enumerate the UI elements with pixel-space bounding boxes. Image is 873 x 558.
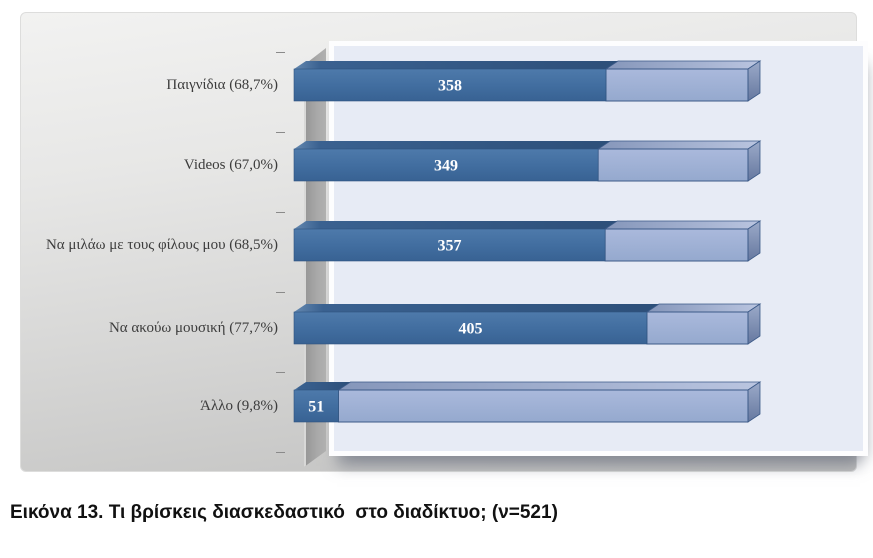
axis-tick	[276, 452, 285, 453]
bar-front-value	[293, 68, 607, 102]
axis-tick	[276, 212, 285, 213]
bar-front-remainder	[597, 148, 749, 182]
bar-front-value	[293, 389, 339, 423]
bar-front-remainder	[337, 389, 749, 423]
bar-front-remainder	[646, 311, 749, 345]
bar-top-face-value	[294, 61, 618, 69]
axis-tick	[276, 292, 285, 293]
category-label: Άλλο (9,8%)	[200, 398, 278, 414]
bar-value-label: 405	[458, 321, 482, 338]
axis-tick	[276, 132, 285, 133]
axis-wall-highlight	[304, 65, 306, 467]
category-label: Παιγνίδια (68,7%)	[166, 77, 278, 93]
bar-value-label: 357	[438, 238, 462, 255]
category-label: Να μιλάω με τους φίλους μου (68,5%)	[45, 237, 278, 253]
bar-front-remainder	[605, 68, 749, 102]
axis-tick	[276, 372, 285, 373]
bar-top-face-value	[294, 141, 611, 149]
bar-value-label: 51	[308, 399, 324, 416]
bar-top-face-remainder	[596, 140, 762, 150]
bar-front-remainder	[604, 228, 749, 262]
bar-top-face-value	[294, 304, 659, 312]
axis-tick	[276, 52, 285, 53]
bar-value-label: 349	[434, 158, 458, 175]
category-label: Να ακούω μουσική (77,7%)	[108, 320, 278, 336]
category-label: Videos (67,0%)	[183, 157, 278, 173]
bar-front-value	[293, 228, 606, 262]
bar-top-face-remainder	[604, 60, 762, 70]
bar-top-face-remainder	[337, 381, 762, 391]
bar-top-face-value	[294, 221, 618, 229]
bar-value-label: 358	[438, 78, 462, 95]
bar-top-face-remainder	[645, 303, 762, 313]
bar-front-value	[293, 148, 599, 182]
bar-front-value	[293, 311, 648, 345]
bar-top-face-value	[294, 382, 351, 390]
bar-top-face-remainder	[603, 220, 762, 230]
figure-caption: Εικόνα 13. Τι βρίσκεις διασκεδαστικό στο…	[10, 502, 558, 523]
